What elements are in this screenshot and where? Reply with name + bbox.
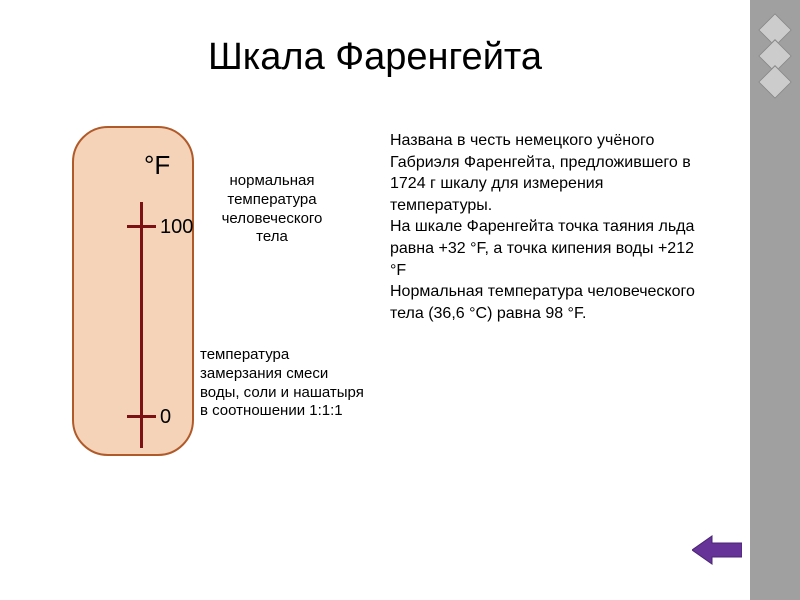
deco-diamond xyxy=(758,65,792,99)
deco-sidebar xyxy=(750,0,800,600)
annotation-top: нормальная температура человеческого тел… xyxy=(207,172,337,247)
page-title: Шкала Фаренгейта xyxy=(0,36,750,79)
back-arrow-icon[interactable] xyxy=(692,534,742,566)
thermometer: °F 100 0 xyxy=(72,126,194,456)
tick-label-100: 100 xyxy=(160,216,193,239)
scale-line xyxy=(140,202,143,448)
unit-label: °F xyxy=(144,150,170,181)
tick-0 xyxy=(127,415,156,418)
description-text: Названа в честь немецкого учёного Габриэ… xyxy=(390,130,710,324)
tick-100 xyxy=(127,225,156,228)
annotation-bottom: температура замерзания смеси воды, соли … xyxy=(200,346,370,421)
tick-label-0: 0 xyxy=(160,406,171,429)
